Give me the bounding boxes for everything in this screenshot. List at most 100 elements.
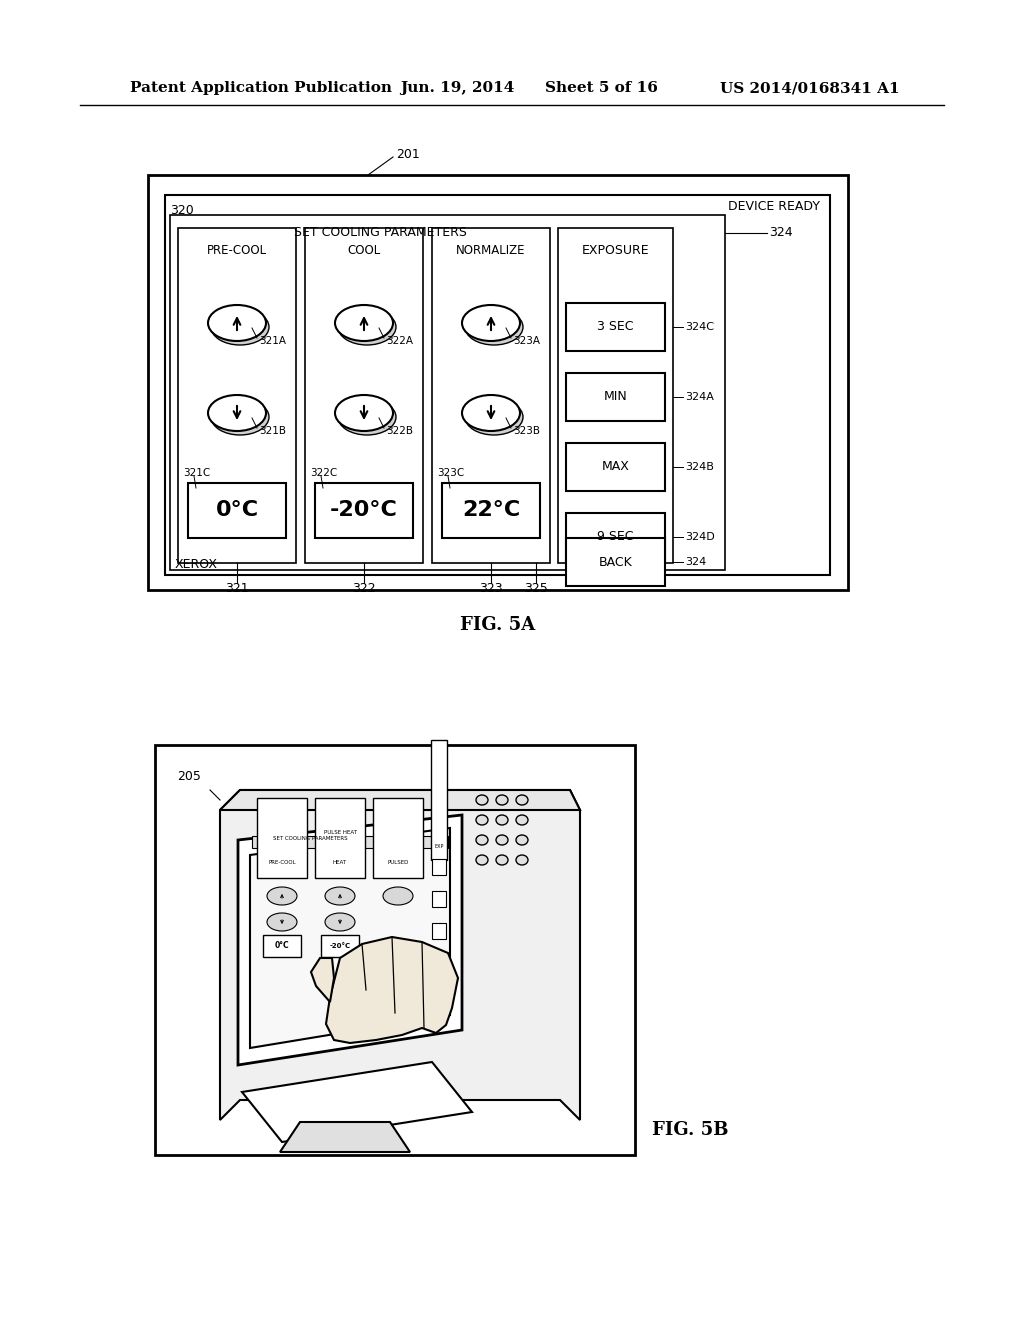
Bar (432, 228, 550, 564)
Polygon shape (220, 789, 580, 1119)
Text: 321B: 321B (259, 426, 286, 436)
Ellipse shape (338, 309, 396, 345)
Ellipse shape (496, 836, 508, 845)
Text: 322: 322 (352, 582, 376, 594)
Text: 320: 320 (170, 203, 194, 216)
Text: 324: 324 (685, 557, 707, 568)
Text: 322A: 322A (386, 337, 413, 346)
Text: 322B: 322B (386, 426, 413, 436)
Ellipse shape (496, 795, 508, 805)
Text: XEROX: XEROX (175, 558, 218, 572)
Bar (170, 215, 725, 570)
Polygon shape (220, 789, 580, 810)
Polygon shape (250, 828, 450, 1048)
Text: 321A: 321A (259, 337, 286, 346)
Text: PULSED: PULSED (387, 859, 409, 865)
Text: FIG. 5B: FIG. 5B (651, 1121, 728, 1139)
Bar (442, 483, 540, 539)
Text: SET COOLING PARAMETERS: SET COOLING PARAMETERS (295, 227, 467, 239)
Ellipse shape (383, 887, 413, 906)
Ellipse shape (496, 814, 508, 825)
Bar (315, 483, 413, 539)
Text: 0°C: 0°C (274, 941, 290, 950)
Text: 324A: 324A (685, 392, 714, 403)
Ellipse shape (211, 309, 269, 345)
Text: Sheet 5 of 16: Sheet 5 of 16 (545, 81, 657, 95)
Polygon shape (242, 1063, 472, 1142)
Bar (432, 891, 446, 907)
Ellipse shape (516, 836, 528, 845)
Text: 322C: 322C (310, 469, 337, 478)
Text: MAX: MAX (601, 461, 630, 474)
Polygon shape (311, 958, 334, 1002)
Ellipse shape (476, 795, 488, 805)
Text: EXP: EXP (434, 843, 443, 849)
Text: NORMALIZE: NORMALIZE (457, 243, 525, 256)
Bar (431, 741, 447, 861)
Ellipse shape (335, 305, 393, 341)
Ellipse shape (211, 399, 269, 436)
Text: 22°C: 22°C (462, 500, 520, 520)
Bar (566, 304, 665, 351)
Text: -20°C: -20°C (330, 942, 350, 949)
Bar (155, 744, 635, 1155)
Bar (315, 799, 365, 878)
Text: DEVICE READY: DEVICE READY (728, 201, 820, 214)
Text: PRE-COOL: PRE-COOL (207, 243, 267, 256)
Bar (432, 859, 446, 875)
Ellipse shape (208, 305, 266, 341)
Ellipse shape (462, 305, 520, 341)
Bar (252, 836, 449, 847)
Ellipse shape (465, 399, 523, 436)
Text: SET COOLING PARAMETERS: SET COOLING PARAMETERS (272, 836, 347, 841)
Polygon shape (326, 937, 458, 1043)
Ellipse shape (516, 814, 528, 825)
Bar (321, 935, 359, 957)
Text: Patent Application Publication: Patent Application Publication (130, 81, 392, 95)
Ellipse shape (325, 887, 355, 906)
Text: 3 SEC: 3 SEC (597, 321, 634, 334)
Bar (257, 799, 307, 878)
Ellipse shape (516, 795, 528, 805)
Text: Jun. 19, 2014: Jun. 19, 2014 (400, 81, 514, 95)
Bar (188, 483, 286, 539)
Text: 321C: 321C (183, 469, 210, 478)
Text: 324C: 324C (685, 322, 714, 333)
Text: -20°C: -20°C (330, 500, 398, 520)
Text: 323C: 323C (437, 469, 464, 478)
Ellipse shape (476, 855, 488, 865)
Text: 323A: 323A (513, 337, 540, 346)
Bar (566, 374, 665, 421)
Ellipse shape (462, 395, 520, 432)
Text: FIG. 5A: FIG. 5A (461, 616, 536, 634)
Text: 323B: 323B (513, 426, 540, 436)
Ellipse shape (496, 855, 508, 865)
Text: EXPOSURE: EXPOSURE (582, 243, 649, 256)
Text: MIN: MIN (603, 391, 628, 404)
Bar (148, 176, 848, 590)
Ellipse shape (267, 913, 297, 931)
Ellipse shape (267, 887, 297, 906)
Bar (178, 228, 296, 564)
Bar (165, 195, 830, 576)
Bar (373, 799, 423, 878)
Text: 324: 324 (769, 227, 793, 239)
Bar (566, 539, 665, 586)
Text: 324D: 324D (685, 532, 715, 543)
Text: 321: 321 (225, 582, 249, 594)
Text: 205: 205 (177, 771, 201, 784)
Ellipse shape (208, 395, 266, 432)
Ellipse shape (465, 309, 523, 345)
Polygon shape (280, 1122, 410, 1152)
Text: PULSE HEAT: PULSE HEAT (324, 829, 356, 834)
Ellipse shape (476, 814, 488, 825)
Ellipse shape (325, 913, 355, 931)
Bar (566, 513, 665, 561)
Text: 323: 323 (479, 582, 503, 594)
Text: 0°C: 0°C (215, 500, 259, 520)
Text: 325: 325 (524, 582, 548, 594)
Text: US 2014/0168341 A1: US 2014/0168341 A1 (720, 81, 900, 95)
Text: BACK: BACK (599, 556, 633, 569)
Text: COOL: COOL (347, 243, 381, 256)
Text: HEAT: HEAT (333, 859, 347, 865)
